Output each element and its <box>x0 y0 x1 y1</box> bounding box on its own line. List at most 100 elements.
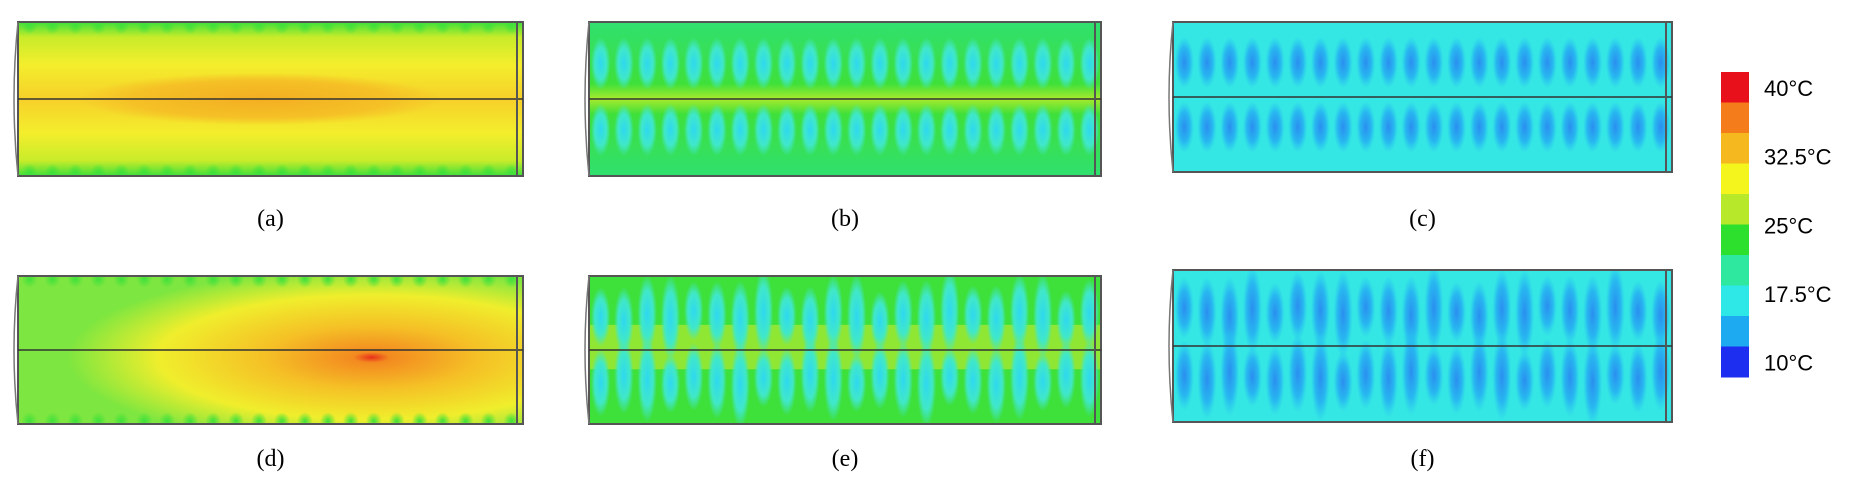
contour-spot <box>342 276 359 288</box>
contour-spot <box>388 22 405 35</box>
contour-spot <box>296 412 313 424</box>
contour-spot <box>1333 37 1353 88</box>
contour-spot <box>67 22 84 35</box>
colorbar-label: 40°C <box>1764 76 1813 101</box>
contour-spot <box>90 163 107 176</box>
contour-spot <box>1197 339 1217 419</box>
contour-spot <box>113 276 130 288</box>
contour-spot <box>1424 37 1444 88</box>
contour-spot <box>1310 270 1330 350</box>
contour-spot <box>683 103 704 156</box>
contour-spot <box>1220 37 1240 88</box>
contour-spot <box>823 335 844 422</box>
contour-spot <box>411 412 428 424</box>
contour-spot <box>1197 101 1217 153</box>
contour-spot <box>1560 101 1580 153</box>
contour-spot <box>21 276 38 288</box>
contour-spot <box>707 37 727 90</box>
contour-spot <box>916 340 937 424</box>
panel: (a) <box>13 21 524 232</box>
contour-spot <box>228 22 245 35</box>
panel-label: (c) <box>1409 206 1436 232</box>
panel-label: (f) <box>1411 446 1435 472</box>
contour-spot <box>800 285 820 354</box>
contour-spot <box>457 412 474 424</box>
contour-spot <box>963 346 983 415</box>
contour-spot <box>1560 275 1580 345</box>
panels: (a) (b) (c) (d) (e) (f) <box>13 21 1673 472</box>
contour-spot <box>1583 101 1603 153</box>
contour-spot <box>823 276 844 352</box>
contour-spot <box>1333 270 1353 359</box>
contour <box>589 276 1101 424</box>
contour-spot <box>777 286 797 346</box>
colorbar-label: 25°C <box>1764 213 1813 238</box>
contour-spot <box>1446 281 1467 343</box>
contour-spot <box>1174 277 1194 339</box>
contour-spot <box>1605 270 1625 352</box>
contour-spot <box>1033 37 1053 90</box>
contour-spot <box>660 103 681 156</box>
contour-spot <box>1605 101 1625 153</box>
contour-spot <box>1333 351 1353 412</box>
contour-spot <box>1378 37 1399 88</box>
contour-spot <box>1492 270 1512 349</box>
contour-spot <box>939 276 960 354</box>
contour-spot <box>963 103 983 156</box>
contour-spot <box>480 276 497 288</box>
contour-spot <box>1378 101 1399 153</box>
colorbar-segment <box>1721 346 1749 378</box>
colorbar-segment <box>1721 255 1749 286</box>
contour-spot <box>67 163 84 176</box>
contour-spot <box>1056 103 1076 156</box>
contour-spot <box>660 276 681 361</box>
contour-spot <box>753 103 774 156</box>
contour-spot <box>136 163 153 176</box>
contour-spot <box>90 22 107 35</box>
contour-spot <box>1310 333 1330 422</box>
contour-spot <box>1079 278 1100 347</box>
left-cap <box>584 21 590 177</box>
contour-spot <box>1537 37 1557 88</box>
colorbar-label: 10°C <box>1764 351 1813 376</box>
contour-spot <box>1401 101 1421 153</box>
contour-spot <box>1265 282 1285 344</box>
contour-spot <box>1469 281 1489 351</box>
panel: (c) <box>1168 21 1673 232</box>
contour-spot <box>893 103 913 156</box>
contour-spot <box>939 347 960 407</box>
contour-spot <box>1356 276 1376 338</box>
colorbar-segment <box>1721 133 1749 164</box>
contour-spot <box>916 37 937 90</box>
contour-spot <box>986 103 1007 156</box>
contour-spot <box>1288 271 1308 341</box>
contour-spot <box>365 276 382 288</box>
colorbar-segment <box>1721 285 1749 317</box>
contour-spot <box>228 412 245 424</box>
contour-spot <box>800 103 820 156</box>
contour-spot <box>1469 332 1489 412</box>
colorbar: 40°C 32.5°C 25°C 17.5°C 10°C <box>1721 72 1832 378</box>
contour-spot <box>916 103 937 156</box>
contour-spot <box>44 163 61 176</box>
contour-spot <box>296 276 313 288</box>
contour-spot <box>1174 340 1194 411</box>
contour-spot <box>800 336 820 414</box>
left-cap <box>1168 21 1174 173</box>
contour-spot <box>1605 37 1625 88</box>
contour-spot <box>1515 37 1535 88</box>
colorbar-segment <box>1721 163 1749 195</box>
contour-spot <box>205 412 222 424</box>
contour-spot <box>273 163 291 176</box>
contour-spot <box>893 279 913 348</box>
contour-spot <box>916 279 937 357</box>
contour-spot <box>503 22 520 35</box>
contour-spot <box>1583 274 1603 354</box>
contour-spot <box>434 163 451 176</box>
contour-spot <box>1009 37 1030 90</box>
contour-spot <box>893 37 913 90</box>
contour-spot <box>1033 352 1053 412</box>
contour-spot <box>136 412 153 424</box>
contour-spot <box>1079 37 1100 90</box>
